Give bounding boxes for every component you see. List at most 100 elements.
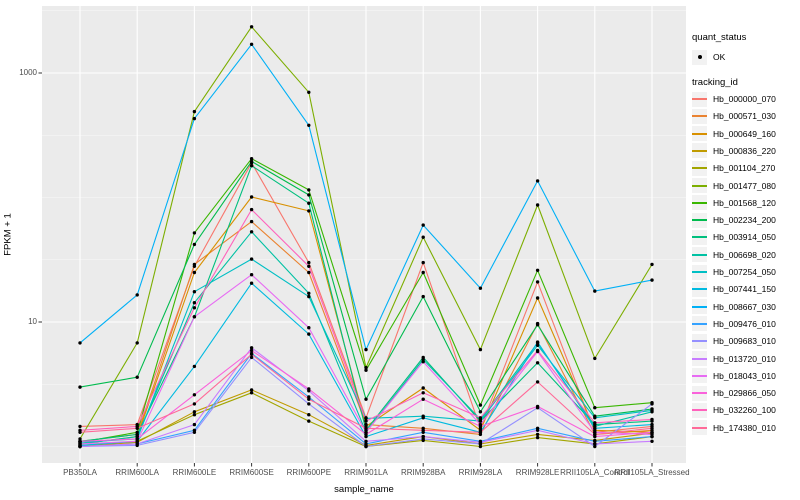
data-point[interactable] xyxy=(192,262,197,267)
data-point[interactable] xyxy=(535,348,540,353)
legend-item-Hb_000000_070[interactable]: Hb_000000_070 xyxy=(692,91,776,107)
legend-item-Hb_001568_120[interactable]: Hb_001568_120 xyxy=(692,195,776,211)
data-point[interactable] xyxy=(364,426,368,430)
data-point[interactable] xyxy=(478,424,483,429)
data-point[interactable] xyxy=(593,416,597,420)
legend-item-Hb_006698_020[interactable]: Hb_006698_020 xyxy=(692,247,776,263)
data-point[interactable] xyxy=(249,25,254,29)
data-point[interactable] xyxy=(593,442,597,446)
data-point[interactable] xyxy=(192,116,197,121)
data-point[interactable] xyxy=(192,301,197,305)
data-point[interactable] xyxy=(135,375,139,379)
data-point[interactable] xyxy=(307,291,311,295)
data-point[interactable] xyxy=(249,230,254,234)
data-point[interactable] xyxy=(249,388,254,392)
data-point[interactable] xyxy=(192,306,197,310)
data-point[interactable] xyxy=(535,203,540,207)
data-point[interactable] xyxy=(478,410,483,414)
data-point[interactable] xyxy=(192,364,197,369)
data-point[interactable] xyxy=(78,385,82,389)
data-point[interactable] xyxy=(593,444,597,449)
data-point[interactable] xyxy=(421,360,425,364)
data-point[interactable] xyxy=(478,403,483,407)
data-point[interactable] xyxy=(307,270,311,275)
data-point[interactable] xyxy=(364,444,368,449)
legend-item-Hb_000649_160[interactable]: Hb_000649_160 xyxy=(692,126,776,142)
data-point[interactable] xyxy=(307,419,311,423)
data-point[interactable] xyxy=(650,262,654,267)
data-point[interactable] xyxy=(249,281,254,285)
data-point[interactable] xyxy=(364,432,368,437)
data-point[interactable] xyxy=(478,430,483,434)
data-point[interactable] xyxy=(650,278,654,282)
data-point[interactable] xyxy=(135,439,139,443)
legend-item-Hb_018043_010[interactable]: Hb_018043_010 xyxy=(692,368,776,384)
data-point[interactable] xyxy=(535,179,540,183)
legend-item-Hb_000571_030[interactable]: Hb_000571_030 xyxy=(692,108,776,124)
data-point[interactable] xyxy=(249,257,254,261)
data-point[interactable] xyxy=(192,315,197,319)
data-point[interactable] xyxy=(421,416,425,420)
data-point[interactable] xyxy=(135,293,139,297)
data-point[interactable] xyxy=(421,260,425,265)
data-point[interactable] xyxy=(535,296,540,300)
data-point[interactable] xyxy=(421,386,425,390)
data-point[interactable] xyxy=(78,437,82,441)
legend-item-Hb_007254_050[interactable]: Hb_007254_050 xyxy=(692,264,776,280)
legend-item-Hb_008667_030[interactable]: Hb_008667_030 xyxy=(692,299,776,315)
data-point[interactable] xyxy=(307,397,311,401)
data-point[interactable] xyxy=(593,356,597,361)
data-point[interactable] xyxy=(249,207,254,212)
legend-item-ok[interactable]: OK xyxy=(692,49,725,65)
data-point[interactable] xyxy=(78,439,82,443)
legend-item-Hb_002234_200[interactable]: Hb_002234_200 xyxy=(692,212,776,228)
data-point[interactable] xyxy=(249,391,254,395)
data-point[interactable] xyxy=(135,437,139,441)
data-point[interactable] xyxy=(192,231,197,235)
data-point[interactable] xyxy=(78,430,82,434)
data-point[interactable] xyxy=(535,435,540,440)
data-point[interactable] xyxy=(307,294,311,299)
data-point[interactable] xyxy=(249,348,254,353)
legend-item-Hb_032260_100[interactable]: Hb_032260_100 xyxy=(692,402,776,418)
data-point[interactable] xyxy=(535,340,540,344)
data-point[interactable] xyxy=(364,419,368,423)
data-point[interactable] xyxy=(249,159,254,164)
data-point[interactable] xyxy=(650,417,654,422)
data-point[interactable] xyxy=(307,332,311,336)
data-point[interactable] xyxy=(593,406,597,410)
data-point[interactable] xyxy=(78,424,82,429)
data-point[interactable] xyxy=(192,109,197,114)
data-point[interactable] xyxy=(650,422,654,427)
data-point[interactable] xyxy=(650,426,654,430)
data-point[interactable] xyxy=(307,209,311,213)
data-point[interactable] xyxy=(192,413,197,417)
data-point[interactable] xyxy=(535,343,540,347)
data-point[interactable] xyxy=(593,421,597,425)
legend-item-Hb_000836_220[interactable]: Hb_000836_220 xyxy=(692,143,776,159)
data-point[interactable] xyxy=(478,419,483,423)
data-point[interactable] xyxy=(364,347,368,352)
data-point[interactable] xyxy=(249,352,254,356)
legend-item-Hb_013720_010[interactable]: Hb_013720_010 xyxy=(692,351,776,367)
data-point[interactable] xyxy=(421,235,425,239)
legend-item-Hb_174380_010[interactable]: Hb_174380_010 xyxy=(692,420,776,436)
data-point[interactable] xyxy=(192,430,197,434)
data-point[interactable] xyxy=(593,432,597,437)
data-point[interactable] xyxy=(192,410,197,414)
data-point[interactable] xyxy=(364,439,368,443)
legend-item-Hb_001104_270[interactable]: Hb_001104_270 xyxy=(692,160,775,176)
data-point[interactable] xyxy=(364,416,368,421)
legend-item-Hb_029866_050[interactable]: Hb_029866_050 xyxy=(692,385,776,401)
data-point[interactable] xyxy=(192,242,197,247)
data-point[interactable] xyxy=(307,123,311,128)
legend-item-Hb_009476_010[interactable]: Hb_009476_010 xyxy=(692,316,776,332)
data-point[interactable] xyxy=(249,42,254,46)
data-point[interactable] xyxy=(192,402,197,406)
data-point[interactable] xyxy=(78,442,82,446)
data-point[interactable] xyxy=(421,428,425,432)
data-point[interactable] xyxy=(249,195,254,199)
data-point[interactable] xyxy=(249,157,254,161)
data-point[interactable] xyxy=(135,426,139,430)
data-point[interactable] xyxy=(535,428,540,432)
